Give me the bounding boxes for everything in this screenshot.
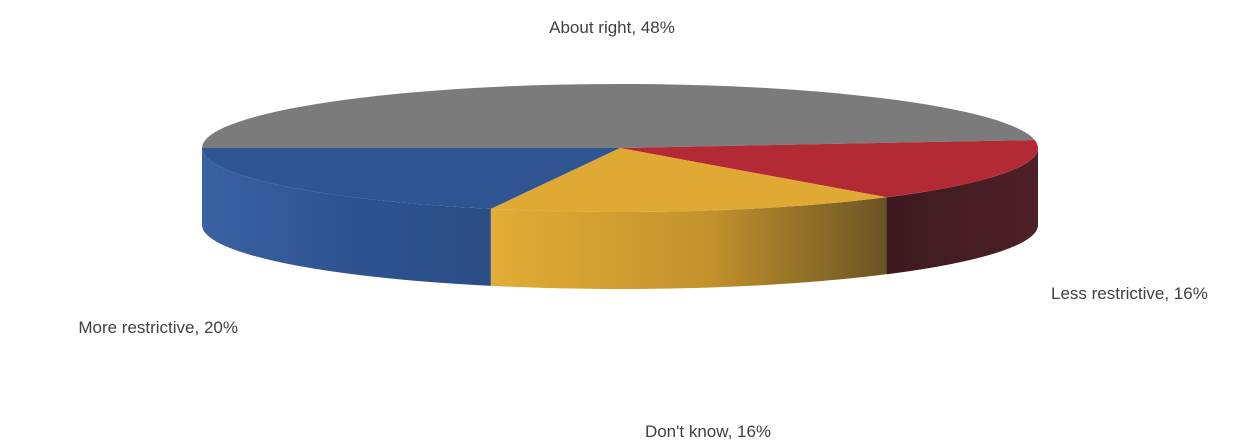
data-label-about-right: About right, 48% xyxy=(549,18,675,37)
pie-slice-more-restrictive xyxy=(201,148,620,209)
data-label-don-t-know: Don't know, 16% xyxy=(645,422,771,441)
pie-slice-side-more-restrictive xyxy=(201,148,491,286)
data-label-more-restrictive: More restrictive, 20% xyxy=(78,318,238,337)
pie-slice-side-don-t-know xyxy=(490,197,887,290)
pie-slice-less-restrictive xyxy=(620,139,1038,198)
pie-slice-don-t-know xyxy=(490,148,887,213)
pie-slice-about-right xyxy=(202,84,1035,148)
data-label-less-restrictive: Less restrictive, 16% xyxy=(1051,284,1208,303)
pie-slice-side-less-restrictive xyxy=(886,148,1038,275)
